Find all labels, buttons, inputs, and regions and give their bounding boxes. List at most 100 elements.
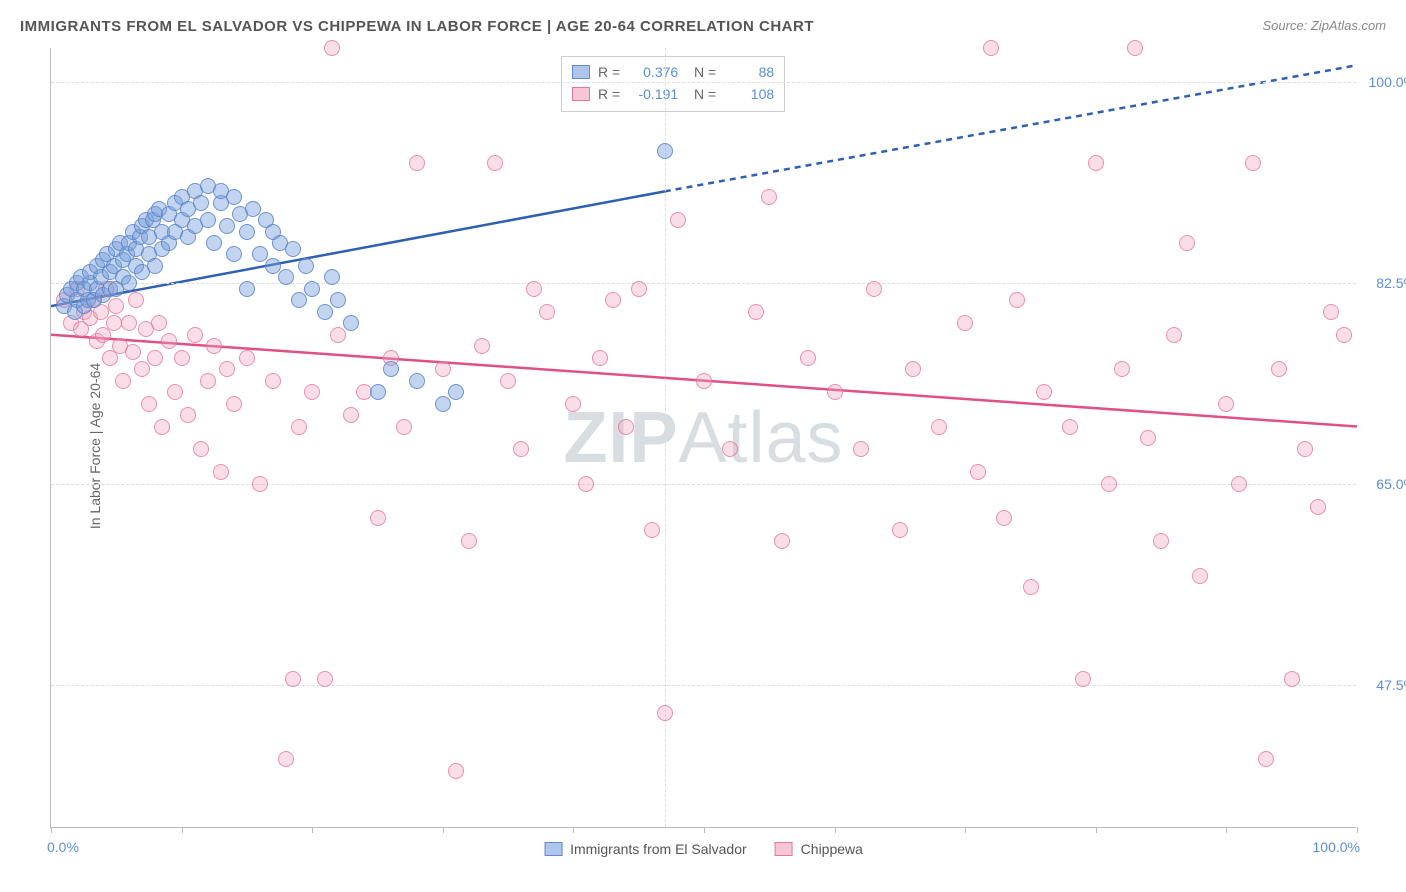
y-tick-label: 47.5% [1361, 677, 1406, 693]
scatter-point [866, 281, 882, 297]
x-tick-mark [1226, 827, 1227, 833]
scatter-point [206, 235, 222, 251]
scatter-point [383, 361, 399, 377]
swatch-pink-icon [775, 842, 793, 856]
scatter-point [298, 258, 314, 274]
scatter-point [200, 373, 216, 389]
scatter-point [151, 315, 167, 331]
scatter-point [1075, 671, 1091, 687]
scatter-point [983, 40, 999, 56]
scatter-point [957, 315, 973, 331]
scatter-point [1218, 396, 1234, 412]
scatter-point [670, 212, 686, 228]
scatter-point [1140, 430, 1156, 446]
scatter-point [1297, 441, 1313, 457]
scatter-point [1088, 155, 1104, 171]
scatter-point [644, 522, 660, 538]
scatter-point [892, 522, 908, 538]
stat-label: R = [598, 83, 620, 105]
source-label: Source: ZipAtlas.com [1262, 18, 1386, 33]
watermark: ZIPAtlas [563, 397, 843, 479]
scatter-point [409, 373, 425, 389]
legend-item-pink: Chippewa [775, 841, 863, 857]
scatter-point [291, 292, 307, 308]
scatter-point [657, 143, 673, 159]
scatter-point [526, 281, 542, 297]
stat-label: N = [686, 83, 716, 105]
stat-value: 0.376 [628, 61, 678, 83]
scatter-point [578, 476, 594, 492]
scatter-point [448, 384, 464, 400]
scatter-point [1310, 499, 1326, 515]
scatter-point [905, 361, 921, 377]
scatter-point [304, 384, 320, 400]
scatter-point [1009, 292, 1025, 308]
scatter-point [1271, 361, 1287, 377]
scatter-point [206, 338, 222, 354]
scatter-point [174, 350, 190, 366]
scatter-point [722, 441, 738, 457]
scatter-point [1166, 327, 1182, 343]
scatter-point [657, 705, 673, 721]
scatter-point [396, 419, 412, 435]
chart-title: IMMIGRANTS FROM EL SALVADOR VS CHIPPEWA … [20, 18, 814, 35]
watermark-rest: Atlas [678, 398, 843, 478]
scatter-point [931, 419, 947, 435]
legend-label: Immigrants from El Salvador [570, 841, 747, 857]
scatter-point [330, 327, 346, 343]
scatter-point [1036, 384, 1052, 400]
scatter-point [409, 155, 425, 171]
scatter-point [278, 751, 294, 767]
x-tick-mark [51, 827, 52, 833]
scatter-point [147, 350, 163, 366]
scatter-point [474, 338, 490, 354]
scatter-point [343, 407, 359, 423]
regression-lines-svg [51, 48, 1357, 828]
y-tick-label: 100.0% [1361, 74, 1406, 90]
scatter-point [1114, 361, 1130, 377]
scatter-point [226, 396, 242, 412]
scatter-point [285, 241, 301, 257]
scatter-point [370, 384, 386, 400]
stat-label: R = [598, 61, 620, 83]
x-tick-mark [573, 827, 574, 833]
scatter-point [317, 671, 333, 687]
scatter-point [631, 281, 647, 297]
scatter-point [461, 533, 477, 549]
scatter-point [1258, 751, 1274, 767]
y-tick-label: 82.5% [1361, 275, 1406, 291]
scatter-point [800, 350, 816, 366]
scatter-point [125, 344, 141, 360]
scatter-point [154, 419, 170, 435]
scatter-point [245, 201, 261, 217]
scatter-point [213, 464, 229, 480]
scatter-point [147, 258, 163, 274]
scatter-point [180, 407, 196, 423]
scatter-point [748, 304, 764, 320]
scatter-point [500, 373, 516, 389]
scatter-point [853, 441, 869, 457]
stats-row-pink: R = -0.191 N = 108 [572, 83, 774, 105]
swatch-pink-icon [572, 87, 590, 101]
bottom-legend: Immigrants from El Salvador Chippewa [544, 841, 863, 857]
stats-row-blue: R = 0.376 N = 88 [572, 61, 774, 83]
scatter-point [200, 212, 216, 228]
swatch-blue-icon [572, 65, 590, 79]
scatter-point [193, 195, 209, 211]
scatter-point [304, 281, 320, 297]
scatter-point [121, 275, 137, 291]
scatter-point [565, 396, 581, 412]
scatter-point [343, 315, 359, 331]
scatter-point [115, 373, 131, 389]
scatter-plot-area: ZIPAtlas R = 0.376 N = 88 R = -0.191 N =… [50, 48, 1356, 828]
scatter-point [226, 189, 242, 205]
x-tick-max: 100.0% [1313, 839, 1360, 855]
scatter-point [291, 419, 307, 435]
scatter-point [1231, 476, 1247, 492]
scatter-point [1323, 304, 1339, 320]
scatter-point [774, 533, 790, 549]
x-tick-mark [965, 827, 966, 833]
scatter-point [1192, 568, 1208, 584]
scatter-point [324, 269, 340, 285]
scatter-point [330, 292, 346, 308]
